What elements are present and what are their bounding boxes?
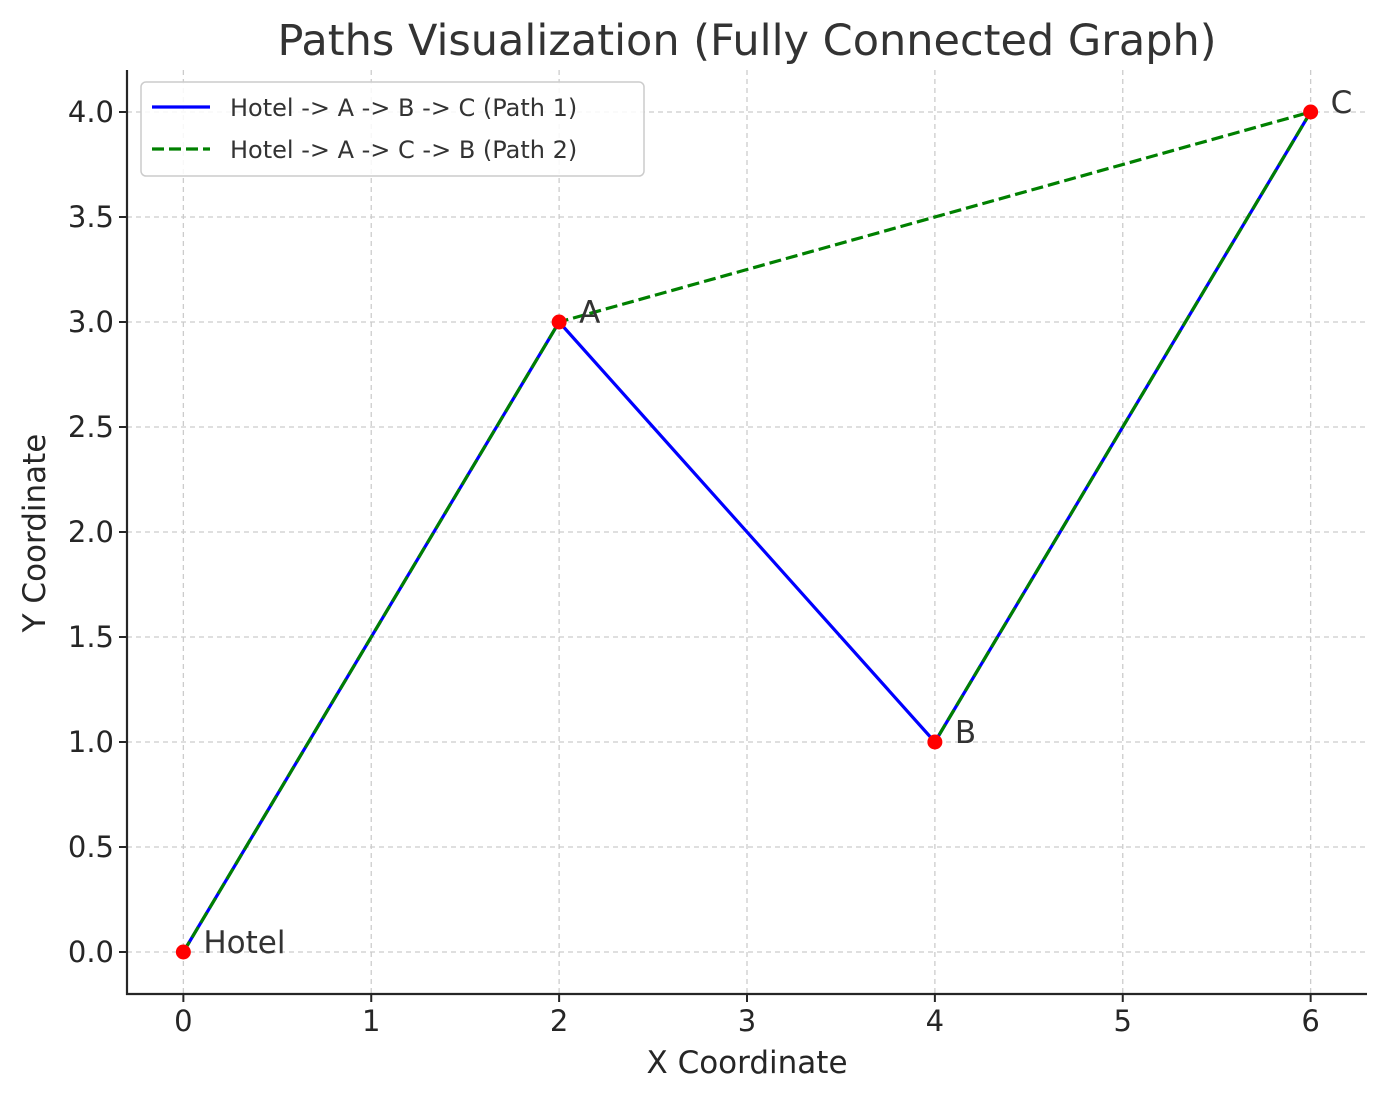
x-tick-label: 6 bbox=[1301, 1004, 1319, 1038]
x-tick-label: 0 bbox=[174, 1004, 192, 1038]
y-tick-label: 4.0 bbox=[68, 95, 114, 129]
point-marker-a bbox=[551, 314, 567, 330]
data-points: Hotel A B C bbox=[175, 85, 1353, 961]
legend-label-1: Hotel -> A -> B -> C (Path 1) bbox=[230, 94, 577, 122]
y-tick-label: 2.0 bbox=[68, 515, 114, 549]
y-axis-label: Y Coordinate bbox=[17, 434, 53, 634]
series-line-path-2 bbox=[181, 110, 1313, 953]
y-tick-label: 1.0 bbox=[68, 725, 114, 759]
y-tick-label: 3.0 bbox=[68, 305, 114, 339]
point-label-a: A bbox=[579, 295, 600, 331]
x-tick-label: 2 bbox=[550, 1004, 568, 1038]
grid bbox=[127, 70, 1367, 994]
point-label-c: C bbox=[1331, 85, 1353, 121]
x-tick-label: 1 bbox=[362, 1004, 380, 1038]
point-marker-b bbox=[927, 734, 943, 750]
y-tick-label: 3.5 bbox=[68, 200, 114, 234]
legend: Hotel -> A -> B -> C (Path 1) Hotel -> A … bbox=[140, 81, 645, 177]
legend-box bbox=[140, 81, 645, 177]
point-label-b: B bbox=[955, 715, 976, 751]
y-tick-label: 2.5 bbox=[68, 410, 114, 444]
x-tick-label: 4 bbox=[926, 1004, 944, 1038]
y-tick-label: 1.5 bbox=[68, 620, 114, 654]
x-tick-label: 3 bbox=[738, 1004, 756, 1038]
point-marker-c bbox=[1303, 104, 1319, 120]
point-label-hotel: Hotel bbox=[203, 925, 285, 961]
legend-label-2: Hotel -> A -> C -> B (Path 2) bbox=[230, 136, 577, 164]
x-tick-label: 5 bbox=[1114, 1004, 1132, 1038]
axis-ticks: 0 1 2 3 4 5 6 0.0 0.5 1.0 1.5 2.0 2.5 3.0 3.5 4.0 bbox=[68, 95, 1320, 1038]
x-axis-label: X Coordinate bbox=[646, 1045, 847, 1081]
series-lines bbox=[181, 110, 1313, 953]
y-tick-label: 0.5 bbox=[68, 830, 114, 864]
chart-title: Paths Visualization (Fully Connected Gra… bbox=[277, 16, 1216, 66]
point-marker-hotel bbox=[175, 944, 191, 960]
y-tick-label: 0.0 bbox=[68, 935, 114, 969]
